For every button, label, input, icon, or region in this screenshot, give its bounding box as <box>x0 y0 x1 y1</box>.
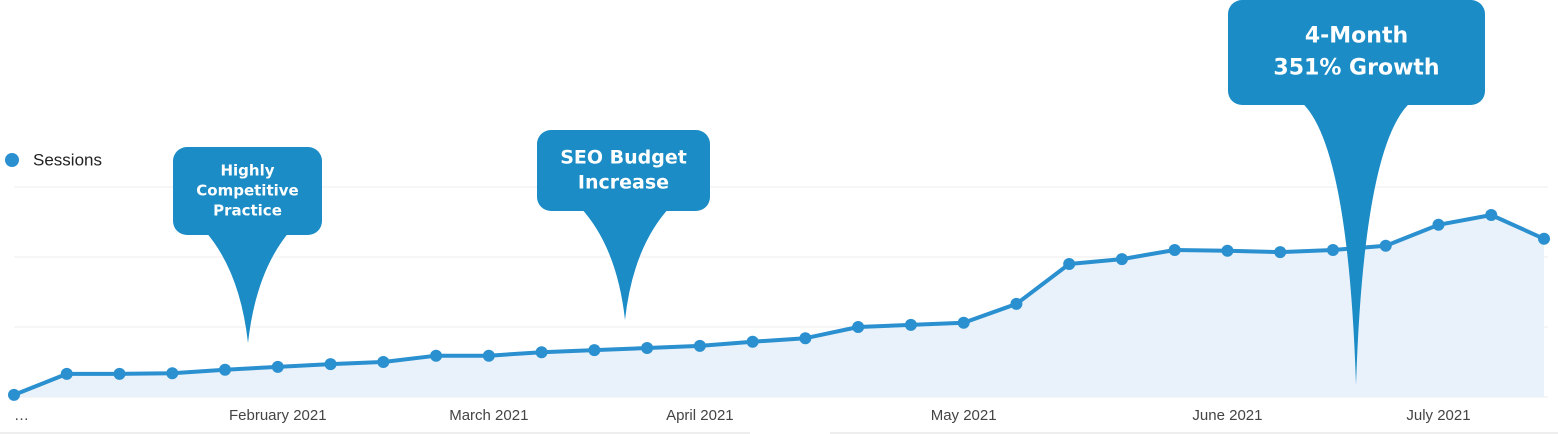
point <box>1010 297 1023 310</box>
point <box>1379 239 1392 252</box>
point <box>430 349 443 362</box>
callout-pointer <box>580 207 670 320</box>
point <box>1221 244 1234 257</box>
callout-text: Practice <box>213 202 282 220</box>
callout-text: 4-Month <box>1305 24 1408 49</box>
point <box>60 367 73 380</box>
callout-text: Competitive <box>196 182 298 200</box>
point <box>1326 244 1339 256</box>
x-tick-label: May 2021 <box>931 407 997 424</box>
point <box>1538 232 1550 245</box>
point <box>219 363 232 376</box>
point <box>588 344 601 357</box>
point <box>1168 244 1181 256</box>
point <box>641 342 654 354</box>
x-tick-label: February 2021 <box>229 407 327 424</box>
area <box>14 215 1544 397</box>
point <box>377 356 390 368</box>
callout-text: SEO Budget <box>560 147 687 169</box>
x-tick-label: July 2021 <box>1406 407 1470 424</box>
point <box>8 388 20 401</box>
callout-text: 351% Growth <box>1273 56 1439 81</box>
point <box>113 367 126 380</box>
callout-pointer <box>1300 101 1412 385</box>
callout-box <box>1228 0 1485 105</box>
point <box>271 360 284 373</box>
x-tick-label: … <box>14 407 29 424</box>
point <box>1432 218 1445 231</box>
point <box>852 321 865 333</box>
x-tick-label: April 2021 <box>666 407 734 424</box>
point <box>166 367 179 380</box>
point <box>746 335 759 348</box>
x-tick-label: March 2021 <box>449 407 528 424</box>
point <box>1063 258 1076 270</box>
point <box>693 339 706 352</box>
callout-box <box>537 130 710 211</box>
point <box>324 358 337 371</box>
point <box>482 349 495 362</box>
callout-text: Increase <box>578 172 669 194</box>
point <box>799 332 812 345</box>
legend-label: Sessions <box>33 150 102 169</box>
line <box>13 213 1545 397</box>
callout-box <box>173 147 322 235</box>
legend-dot <box>5 153 19 167</box>
point <box>1115 253 1128 266</box>
point <box>1485 209 1498 221</box>
point <box>904 318 917 331</box>
point <box>957 316 970 329</box>
callout-pointer <box>205 231 290 343</box>
point <box>1274 246 1287 259</box>
x-tick-label: June 2021 <box>1192 407 1262 424</box>
callout-text: Highly <box>220 162 274 180</box>
point <box>535 346 548 359</box>
